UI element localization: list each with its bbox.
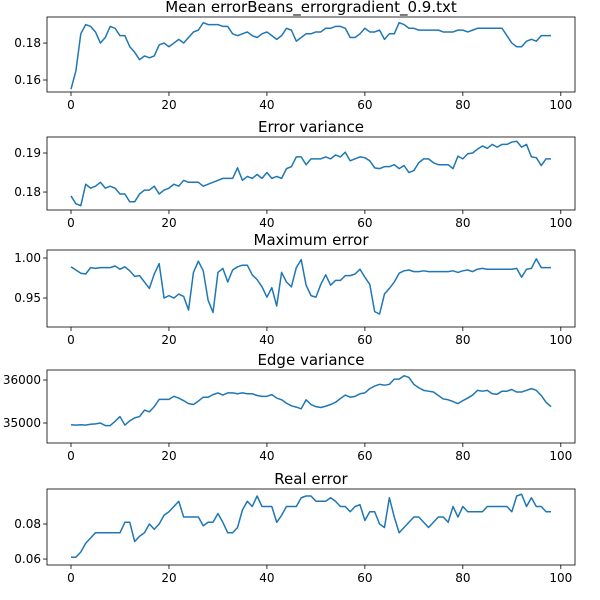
- x-tick-label: 60: [357, 571, 372, 585]
- x-tick-label: 20: [161, 333, 176, 347]
- x-tick-label: 80: [455, 98, 470, 112]
- axes-frame: [46, 136, 576, 211]
- x-tick-label: 0: [67, 98, 75, 112]
- x-tick-label: 0: [67, 216, 75, 230]
- x-tick-label: 80: [455, 571, 470, 585]
- x-tick-label: 40: [259, 571, 274, 585]
- y-tick-label: 36000: [3, 373, 41, 387]
- data-line: [71, 493, 551, 559]
- y-tick-label: 0.16: [14, 73, 41, 87]
- y-tick-label: 0.08: [14, 517, 41, 531]
- chart-title: Mean errorBeans_errorgradient_0.9.txt: [165, 0, 457, 17]
- chart-title: Error variance: [258, 118, 364, 136]
- x-tick-label: 0: [67, 449, 75, 463]
- y-tick-label: 0.95: [14, 291, 41, 305]
- data-line: [70, 140, 551, 207]
- x-tick-label: 40: [259, 98, 274, 112]
- x-tick-label: 40: [259, 333, 274, 347]
- x-tick-label: 60: [357, 333, 372, 347]
- axes-frame: [46, 16, 576, 93]
- x-tick-label: 40: [259, 216, 274, 230]
- axes-frame: [46, 249, 576, 328]
- data-line: [70, 258, 551, 315]
- axes-frame: [46, 369, 576, 444]
- data-line: [70, 374, 552, 427]
- x-tick-label: 60: [357, 449, 372, 463]
- y-tick-label: 0.19: [14, 146, 41, 160]
- y-tick-label: 0.18: [14, 185, 41, 199]
- y-tick-label: 0.18: [14, 36, 41, 50]
- x-tick-label: 20: [161, 98, 176, 112]
- x-tick-label: 100: [549, 449, 572, 463]
- y-tick-label: 1.00: [14, 251, 41, 265]
- x-tick-label: 80: [455, 449, 470, 463]
- x-tick-label: 20: [161, 216, 176, 230]
- x-tick-label: 0: [67, 571, 75, 585]
- x-tick-label: 100: [549, 98, 572, 112]
- x-tick-label: 80: [455, 333, 470, 347]
- x-tick-label: 60: [357, 216, 372, 230]
- x-tick-label: 80: [455, 216, 470, 230]
- axes-frame: [46, 488, 576, 566]
- x-tick-label: 40: [259, 449, 274, 463]
- x-tick-label: 100: [549, 333, 572, 347]
- chart-title: Edge variance: [257, 351, 364, 369]
- chart-title: Maximum error: [254, 231, 370, 249]
- x-tick-label: 20: [161, 449, 176, 463]
- x-tick-label: 100: [549, 216, 572, 230]
- x-tick-label: 0: [67, 333, 75, 347]
- x-tick-label: 60: [357, 98, 372, 112]
- chart-title: Real error: [274, 470, 348, 488]
- y-tick-label: 0.06: [14, 552, 41, 566]
- data-line: [70, 21, 551, 90]
- x-tick-label: 20: [161, 571, 176, 585]
- x-tick-label: 100: [549, 571, 572, 585]
- y-tick-label: 35000: [3, 416, 41, 430]
